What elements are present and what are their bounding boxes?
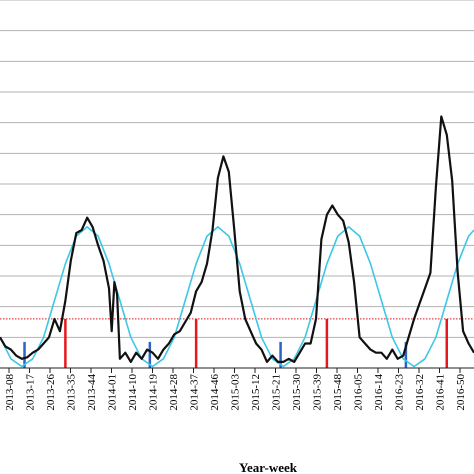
x-tick-label: 2015-12 — [250, 374, 262, 411]
x-tick-label: 2014-37 — [189, 374, 201, 411]
x-tick-label: 2013-08 — [4, 374, 16, 411]
x-tick-label: 2015-48 — [332, 374, 344, 411]
x-tick-label: 2013-17 — [25, 374, 37, 411]
x-tick-label: 2015-03 — [230, 374, 242, 411]
x-tick-label: 2014-46 — [209, 374, 221, 411]
x-axis-title: Year-week — [239, 460, 298, 474]
x-tick-label: 2014-01 — [107, 374, 119, 411]
x-tick-label: 2013-44 — [86, 374, 98, 411]
gridlines — [0, 0, 474, 338]
observed-series-line — [0, 115, 474, 363]
x-tick-label: 2016-41 — [435, 374, 447, 411]
x-tick-label: 2015-39 — [312, 374, 324, 411]
x-tick-label: 2015-21 — [271, 374, 283, 411]
x-tick-labels: 2013-08 2013-17 2013-26 2013-35 2013-44 2014-… — [4, 368, 467, 411]
x-tick-label: 2016-50 — [455, 374, 467, 411]
fitted-series-line — [0, 226, 474, 368]
season-markers — [23, 318, 449, 368]
x-tick-label: 2014-28 — [168, 374, 180, 411]
x-tick-label: 2014-19 — [148, 374, 160, 411]
x-tick-label: 2013-35 — [66, 374, 78, 411]
x-tick-label: 2014-10 — [127, 374, 139, 411]
x-tick-label: 2015-30 — [291, 374, 303, 411]
series-lines — [0, 115, 474, 368]
x-tick-label: 2016-32 — [414, 374, 426, 411]
x-tick-label: 2013-26 — [45, 374, 57, 411]
x-tick-label: 2016-14 — [373, 374, 385, 411]
x-tick-label: 2016-23 — [394, 374, 406, 411]
x-tick-label: 2016-05 — [353, 374, 365, 411]
